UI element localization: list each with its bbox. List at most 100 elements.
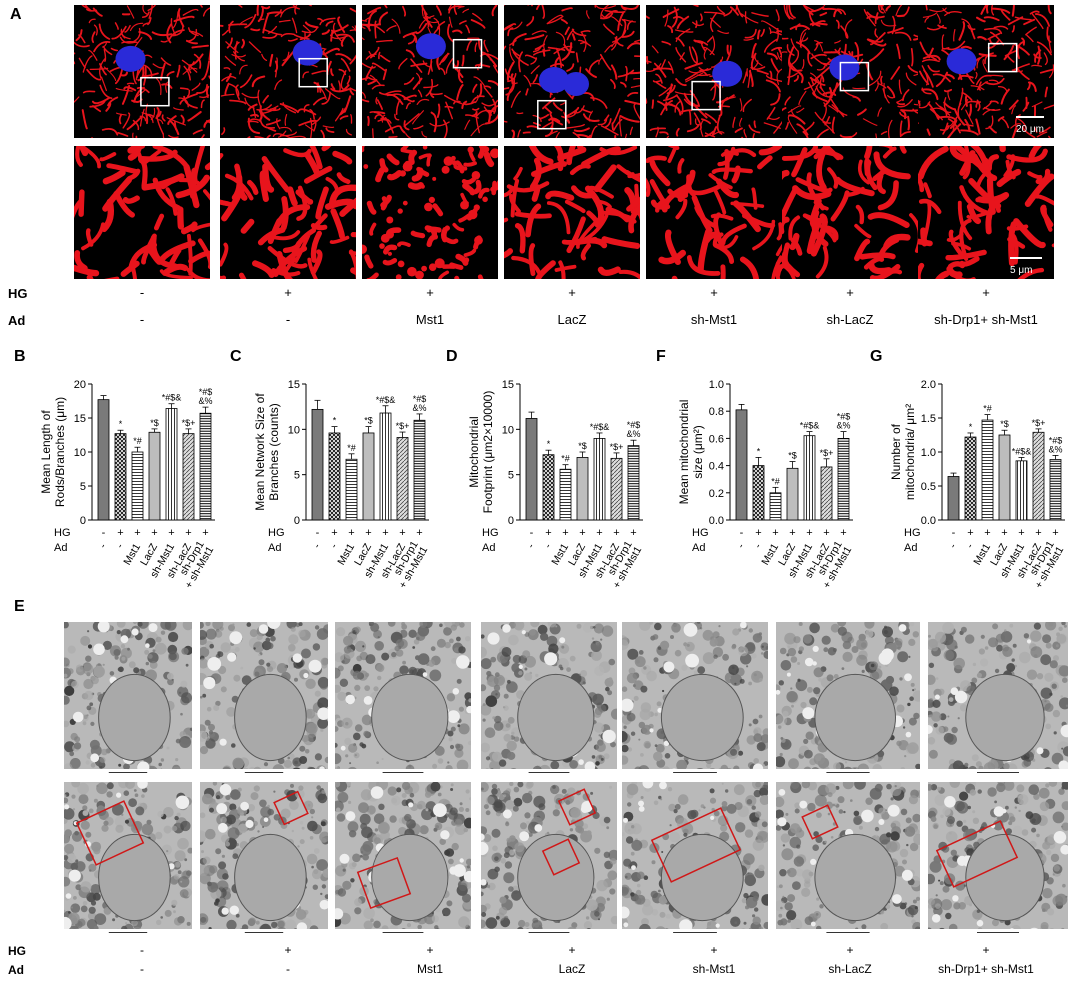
significance-label: *#$ &% — [836, 412, 850, 431]
hg-tick: + — [1052, 527, 1058, 539]
ad-row-label: Ad — [54, 542, 67, 554]
hg-condition-value: + — [426, 943, 434, 957]
hg-condition-value: + — [568, 943, 576, 957]
ad-condition-value: Mst1 — [416, 962, 444, 976]
y-axis-label: Number ofmitochondria/ μm² — [889, 404, 917, 500]
bar — [998, 434, 1011, 521]
em-image — [928, 782, 1068, 936]
panel-label-e: E — [14, 598, 25, 615]
y-axis-label: MitochondrialFootprint (μm2×10000) — [467, 391, 495, 514]
significance-label: *#$ &% — [198, 387, 212, 406]
y-tick-label: 0.5 — [921, 481, 936, 493]
hg-tick: + — [630, 527, 636, 539]
bar — [345, 458, 358, 521]
ad-condition-value: sh-Mst1 — [692, 962, 736, 976]
hg-tick: + — [613, 527, 619, 539]
ad-tick: - — [542, 541, 554, 550]
bar — [769, 492, 782, 521]
hg-tick: + — [399, 527, 405, 539]
hg-tick: + — [840, 527, 846, 539]
confocal-zoom-image — [362, 146, 498, 279]
bar — [165, 408, 178, 521]
ad-row-label: Ad — [482, 542, 495, 554]
bar — [1032, 431, 1045, 521]
y-tick-label: 15 — [288, 379, 300, 391]
bar — [114, 433, 127, 521]
significance-label: *$+ — [820, 448, 834, 458]
bar — [735, 409, 748, 521]
bar — [593, 438, 606, 521]
scalebar-label: 20 μm — [1016, 124, 1044, 135]
hg-tick: + — [823, 527, 829, 539]
hg-condition-value: + — [426, 285, 434, 300]
hg-condition-value: + — [710, 285, 718, 300]
significance-label: *#$& — [590, 422, 610, 432]
bar — [328, 432, 341, 521]
bar — [803, 435, 816, 521]
confocal-zoom-image — [74, 146, 210, 279]
significance-label: *# — [133, 436, 142, 446]
confocal-image: 20 μm — [918, 5, 1054, 138]
significance-label: *#$ &% — [412, 394, 426, 413]
bar-chart-d: 0 5 10 15 MitochondrialFootprint (μm2×10000)… — [467, 379, 644, 591]
ad-tick: - — [752, 541, 764, 550]
y-tick-label: 15 — [74, 413, 86, 425]
confocal-zoom-image — [646, 146, 782, 279]
bar — [627, 445, 640, 521]
significance-label: *# — [771, 476, 780, 486]
y-tick-label: 2.0 — [921, 379, 936, 391]
panel-label-b: B — [14, 348, 26, 365]
significance-label: *$ — [788, 451, 797, 461]
hg-tick: + — [1035, 527, 1041, 539]
significance-label: *#$& — [162, 393, 182, 403]
confocal-zoom-image: 5 μm — [918, 146, 1054, 279]
confocal-zoom-image — [504, 146, 640, 279]
ad-tick: - — [328, 541, 340, 550]
hg-tick: + — [579, 527, 585, 539]
bar — [752, 465, 765, 521]
bar — [148, 431, 161, 521]
bar — [1049, 459, 1062, 521]
confocal-image — [74, 5, 210, 138]
significance-label: * — [333, 416, 337, 426]
bar — [820, 466, 833, 521]
hg-tick: + — [984, 527, 990, 539]
bar — [182, 433, 195, 521]
hg-tick: + — [134, 527, 140, 539]
hg-tick: + — [755, 527, 761, 539]
hg-row-label: HG — [54, 527, 71, 539]
hg-tick: + — [789, 527, 795, 539]
em-image — [481, 622, 617, 776]
significance-label: *#$ &% — [626, 420, 640, 439]
hg-row-label: HG — [268, 527, 285, 539]
significance-label: *# — [983, 404, 992, 414]
confocal-image — [646, 5, 782, 138]
bar — [542, 454, 555, 521]
hg-tick: + — [545, 527, 551, 539]
hg-row-label: HG — [482, 527, 499, 539]
y-tick-label: 10 — [74, 447, 86, 459]
hg-condition-value: + — [284, 285, 292, 300]
ad-tick: - — [964, 541, 976, 550]
bar — [413, 419, 426, 521]
y-tick-label: 20 — [74, 379, 86, 391]
ad-tick: - — [947, 541, 959, 550]
em-image — [928, 622, 1068, 776]
bar — [947, 476, 960, 521]
confocal-image — [220, 5, 356, 138]
hg-condition-value: + — [982, 285, 990, 300]
hg-tick: + — [967, 527, 973, 539]
hg-condition-value: + — [846, 285, 854, 300]
ad-condition-value: - — [140, 962, 144, 976]
significance-label: *#$& — [376, 395, 396, 405]
confocal-zoom-image — [220, 146, 356, 279]
significance-label: *#$& — [1012, 446, 1032, 456]
hg-tick: + — [772, 527, 778, 539]
ad-tick: - — [525, 541, 537, 550]
ad-row-label-e: Ad — [8, 963, 24, 977]
y-tick-label: 0.0 — [709, 515, 724, 527]
hg-row-label-e: HG — [8, 944, 26, 958]
bar-chart-f: 0.0 0.2 0.4 0.6 0.8 1.0 Mean mitochondrialsize… — [677, 379, 854, 591]
em-image — [335, 782, 471, 936]
bar — [559, 468, 572, 521]
